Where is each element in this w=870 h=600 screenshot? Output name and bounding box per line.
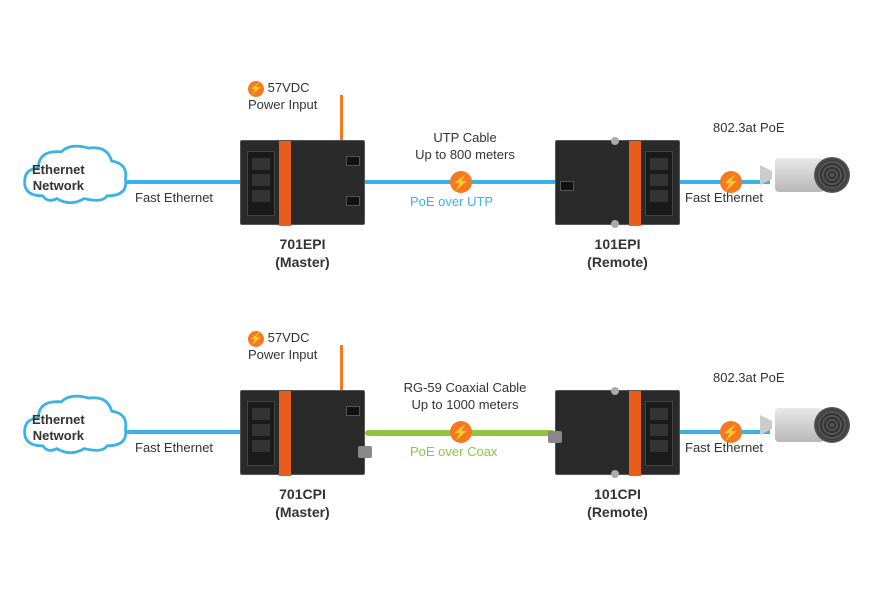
- link-label-fe1: Fast Ethernet: [135, 440, 213, 455]
- ip-camera-icon: [760, 400, 850, 450]
- ip-camera-icon: [760, 150, 850, 200]
- device-master-label: 701CPI (Master): [240, 485, 365, 521]
- link-label-fe1: Fast Ethernet: [135, 190, 213, 205]
- link-label-fe2: Fast Ethernet: [685, 190, 763, 205]
- device-master: [240, 390, 365, 475]
- poe-label: 802.3at PoE: [713, 120, 785, 135]
- poe-label: 802.3at PoE: [713, 370, 785, 385]
- link-cloud-device1: [125, 430, 240, 434]
- power-input-label: ⚡ 57VDC Power Input: [248, 80, 317, 114]
- topology-row-coax: Ethernet Network Fast Ethernet ⚡ 57VDC P…: [0, 340, 870, 540]
- device-remote-label: 101EPI (Remote): [555, 235, 680, 271]
- bolt-icon: ⚡: [248, 331, 264, 347]
- bolt-icon: ⚡: [248, 81, 264, 97]
- power-input-line: [340, 345, 343, 395]
- device-master: [240, 140, 365, 225]
- mid-cable-label-top: RG-59 Coaxial Cable Up to 1000 meters: [385, 380, 545, 414]
- power-input-label: ⚡ 57VDC Power Input: [248, 330, 317, 364]
- mid-cable-label-bot: PoE over Coax: [410, 444, 497, 459]
- cloud-label: Ethernet Network: [32, 412, 85, 443]
- device-remote: [555, 390, 680, 475]
- device-remote: [555, 140, 680, 225]
- power-input-line: [340, 95, 343, 145]
- mid-cable-label-top: UTP Cable Up to 800 meters: [395, 130, 535, 164]
- topology-row-utp: Ethernet Network Fast Ethernet ⚡ 57VDC P…: [0, 90, 870, 290]
- link-label-fe2: Fast Ethernet: [685, 440, 763, 455]
- device-master-label: 701EPI (Master): [240, 235, 365, 271]
- bolt-icon: ⚡: [450, 171, 472, 193]
- cloud-label: Ethernet Network: [32, 162, 85, 193]
- bolt-icon: ⚡: [450, 421, 472, 443]
- device-remote-label: 101CPI (Remote): [555, 485, 680, 521]
- mid-cable-label-bot: PoE over UTP: [410, 194, 493, 209]
- link-cloud-device1: [125, 180, 240, 184]
